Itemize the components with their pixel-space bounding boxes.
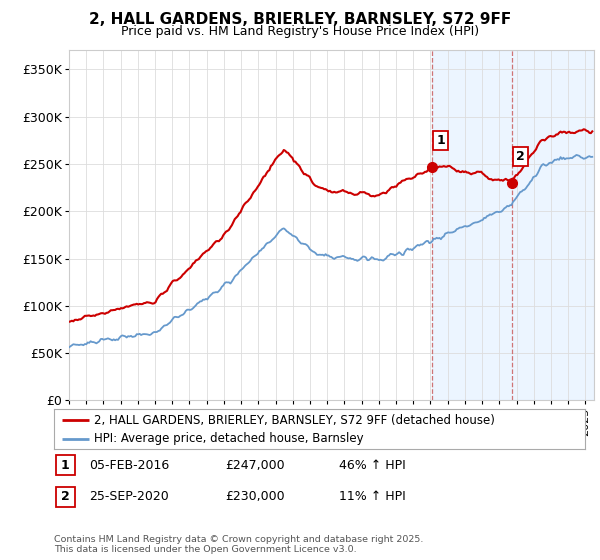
Text: 1: 1 [436, 134, 445, 147]
Text: 46% ↑ HPI: 46% ↑ HPI [339, 459, 406, 472]
Text: 2: 2 [516, 150, 525, 163]
Text: HPI: Average price, detached house, Barnsley: HPI: Average price, detached house, Barn… [94, 432, 364, 445]
Bar [56, 455, 75, 475]
Text: Contains HM Land Registry data © Crown copyright and database right 2025.
This d: Contains HM Land Registry data © Crown c… [54, 535, 424, 554]
Text: Price paid vs. HM Land Registry's House Price Index (HPI): Price paid vs. HM Land Registry's House … [121, 25, 479, 38]
Text: 2: 2 [61, 490, 70, 503]
Text: 2, HALL GARDENS, BRIERLEY, BARNSLEY, S72 9FF (detached house): 2, HALL GARDENS, BRIERLEY, BARNSLEY, S72… [94, 414, 494, 427]
Text: 25-SEP-2020: 25-SEP-2020 [89, 490, 169, 503]
Text: 05-FEB-2016: 05-FEB-2016 [89, 459, 169, 472]
Text: 1: 1 [61, 459, 70, 472]
Text: 11% ↑ HPI: 11% ↑ HPI [339, 490, 406, 503]
Text: £247,000: £247,000 [225, 459, 284, 472]
Bar [432, 50, 594, 400]
Text: 2, HALL GARDENS, BRIERLEY, BARNSLEY, S72 9FF: 2, HALL GARDENS, BRIERLEY, BARNSLEY, S72… [89, 12, 511, 27]
Text: £230,000: £230,000 [225, 490, 284, 503]
Bar [56, 487, 75, 507]
